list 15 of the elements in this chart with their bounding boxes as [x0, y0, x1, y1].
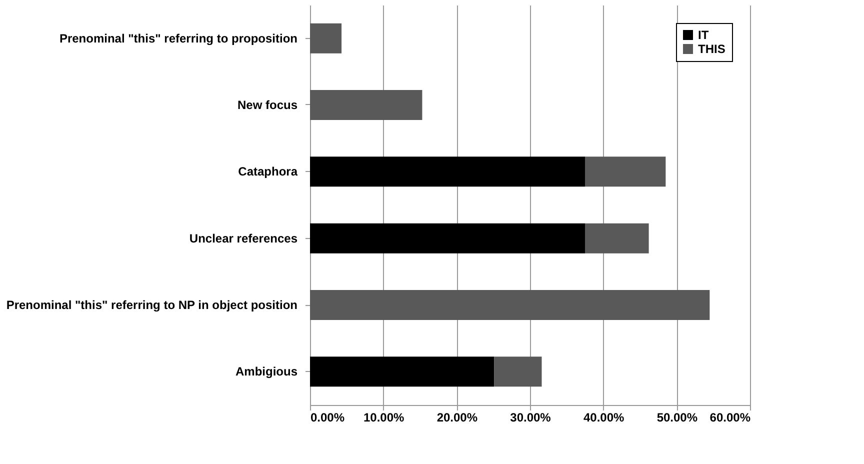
- y-tick-label: Cataphora: [238, 164, 298, 179]
- y-tick-label: Prenominal "this" referring to proposition: [59, 31, 298, 46]
- x-tick-label: 20.00%: [436, 410, 478, 424]
- legend-label: IT: [698, 28, 710, 42]
- x-tick-label: 0.00%: [310, 410, 345, 424]
- x-tick-label: 40.00%: [583, 410, 625, 424]
- x-tick-label: 30.00%: [510, 410, 552, 424]
- y-tick-label: New focus: [237, 98, 298, 112]
- x-tick-label: 10.00%: [363, 410, 405, 424]
- legend-label: THIS: [698, 42, 726, 56]
- y-tick-label: Unclear references: [189, 231, 298, 246]
- x-tick-label: 60.00%: [710, 410, 751, 424]
- y-tick-label: Prenominal "this" referring to NP in object position: [6, 298, 298, 312]
- x-tick-label: 50.00%: [656, 410, 698, 424]
- y-tick-label: Ambigious: [236, 364, 298, 379]
